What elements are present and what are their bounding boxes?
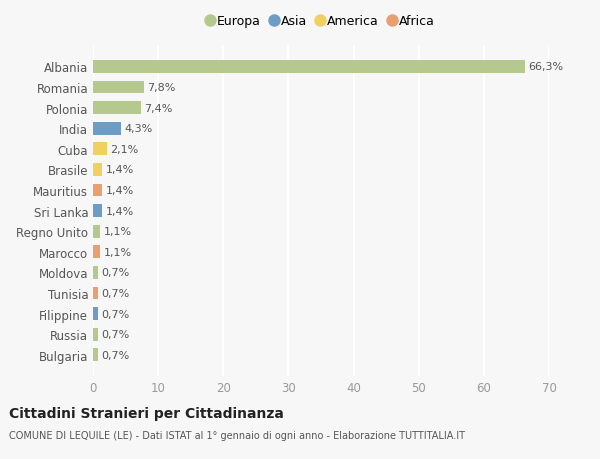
Text: 0,7%: 0,7% — [101, 268, 129, 278]
Text: 1,1%: 1,1% — [103, 247, 131, 257]
Bar — [93, 328, 98, 341]
Text: 4,3%: 4,3% — [124, 124, 152, 134]
Text: 1,4%: 1,4% — [106, 206, 134, 216]
Text: 0,7%: 0,7% — [101, 330, 129, 339]
Bar — [93, 225, 100, 238]
Bar — [93, 81, 144, 94]
Text: Cittadini Stranieri per Cittadinanza: Cittadini Stranieri per Cittadinanza — [9, 406, 284, 420]
Bar — [93, 164, 102, 176]
Text: 2,1%: 2,1% — [110, 145, 138, 155]
Bar — [93, 61, 525, 73]
Bar — [93, 287, 98, 300]
Bar — [93, 246, 100, 258]
Bar — [93, 266, 98, 279]
Text: 7,4%: 7,4% — [145, 103, 173, 113]
Legend: Europa, Asia, America, Africa: Europa, Asia, America, Africa — [202, 10, 440, 33]
Bar — [93, 123, 121, 135]
Text: 0,7%: 0,7% — [101, 288, 129, 298]
Text: 66,3%: 66,3% — [528, 62, 563, 72]
Bar — [93, 308, 98, 320]
Bar — [93, 143, 107, 156]
Bar — [93, 205, 102, 218]
Text: 0,7%: 0,7% — [101, 309, 129, 319]
Text: COMUNE DI LEQUILE (LE) - Dati ISTAT al 1° gennaio di ogni anno - Elaborazione TU: COMUNE DI LEQUILE (LE) - Dati ISTAT al 1… — [9, 431, 465, 441]
Text: 1,1%: 1,1% — [103, 227, 131, 237]
Text: 1,4%: 1,4% — [106, 165, 134, 175]
Bar — [93, 349, 98, 361]
Text: 1,4%: 1,4% — [106, 185, 134, 196]
Text: 7,8%: 7,8% — [147, 83, 175, 93]
Bar — [93, 184, 102, 197]
Bar — [93, 102, 141, 115]
Text: 0,7%: 0,7% — [101, 350, 129, 360]
